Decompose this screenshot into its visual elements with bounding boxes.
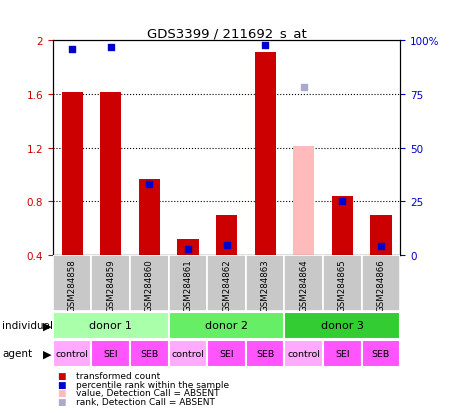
Bar xyxy=(292,147,313,256)
Point xyxy=(338,199,345,205)
Bar xyxy=(168,256,207,311)
Point xyxy=(146,181,153,188)
Bar xyxy=(245,256,284,311)
Text: SEI: SEI xyxy=(334,349,349,358)
Bar xyxy=(177,240,198,256)
Text: ▶: ▶ xyxy=(43,320,51,330)
Text: rank, Detection Call = ABSENT: rank, Detection Call = ABSENT xyxy=(76,397,214,406)
Bar xyxy=(254,53,275,256)
Bar xyxy=(361,340,399,367)
Text: SEB: SEB xyxy=(140,349,158,358)
Bar xyxy=(361,256,399,311)
Text: transformed count: transformed count xyxy=(76,371,160,380)
Bar xyxy=(53,340,91,367)
Text: GSM284864: GSM284864 xyxy=(298,259,308,311)
Bar xyxy=(322,256,361,311)
Bar xyxy=(91,256,130,311)
Point xyxy=(299,85,307,91)
Bar xyxy=(91,340,130,367)
Bar xyxy=(322,340,361,367)
Text: agent: agent xyxy=(2,349,32,358)
Bar xyxy=(284,256,322,311)
Text: control: control xyxy=(56,349,89,358)
Text: GSM284863: GSM284863 xyxy=(260,259,269,311)
Text: ■: ■ xyxy=(57,397,66,406)
Point xyxy=(222,242,230,248)
Text: ■: ■ xyxy=(57,371,66,380)
Text: SEB: SEB xyxy=(371,349,389,358)
Point xyxy=(376,243,384,249)
Bar xyxy=(369,216,391,256)
Text: control: control xyxy=(171,349,204,358)
Text: GSM284866: GSM284866 xyxy=(375,259,385,311)
Text: ■: ■ xyxy=(57,380,66,389)
Bar xyxy=(207,256,245,311)
Text: individual: individual xyxy=(2,320,53,330)
Bar xyxy=(215,216,237,256)
Bar xyxy=(284,340,322,367)
Text: GSM284862: GSM284862 xyxy=(222,259,230,311)
Bar xyxy=(207,340,245,367)
Text: ▶: ▶ xyxy=(43,349,51,358)
Bar xyxy=(168,340,207,367)
Text: control: control xyxy=(287,349,319,358)
Point xyxy=(68,47,76,54)
Bar xyxy=(62,93,83,256)
Point xyxy=(261,43,268,50)
Bar xyxy=(53,312,168,339)
Text: value, Detection Call = ABSENT: value, Detection Call = ABSENT xyxy=(76,388,219,397)
Bar xyxy=(284,312,399,339)
Text: SEB: SEB xyxy=(256,349,274,358)
Text: GSM284859: GSM284859 xyxy=(106,259,115,311)
Text: GSM284865: GSM284865 xyxy=(337,259,346,311)
Text: donor 3: donor 3 xyxy=(320,320,363,330)
Bar xyxy=(130,340,168,367)
Bar xyxy=(100,93,121,256)
Text: SEI: SEI xyxy=(219,349,233,358)
Text: donor 2: donor 2 xyxy=(205,320,247,330)
Text: SEI: SEI xyxy=(103,349,118,358)
Bar xyxy=(168,312,284,339)
Point xyxy=(184,246,191,252)
Point xyxy=(107,44,114,51)
Title: GDS3399 / 211692_s_at: GDS3399 / 211692_s_at xyxy=(146,27,306,40)
Text: GSM284861: GSM284861 xyxy=(183,259,192,311)
Text: donor 1: donor 1 xyxy=(89,320,132,330)
Text: percentile rank within the sample: percentile rank within the sample xyxy=(76,380,229,389)
Text: GSM284858: GSM284858 xyxy=(67,259,77,311)
Bar xyxy=(139,179,160,256)
Bar xyxy=(331,197,352,256)
Bar xyxy=(130,256,168,311)
Bar xyxy=(53,256,91,311)
Text: ■: ■ xyxy=(57,388,66,397)
Text: GSM284860: GSM284860 xyxy=(145,259,154,311)
Bar xyxy=(245,340,284,367)
